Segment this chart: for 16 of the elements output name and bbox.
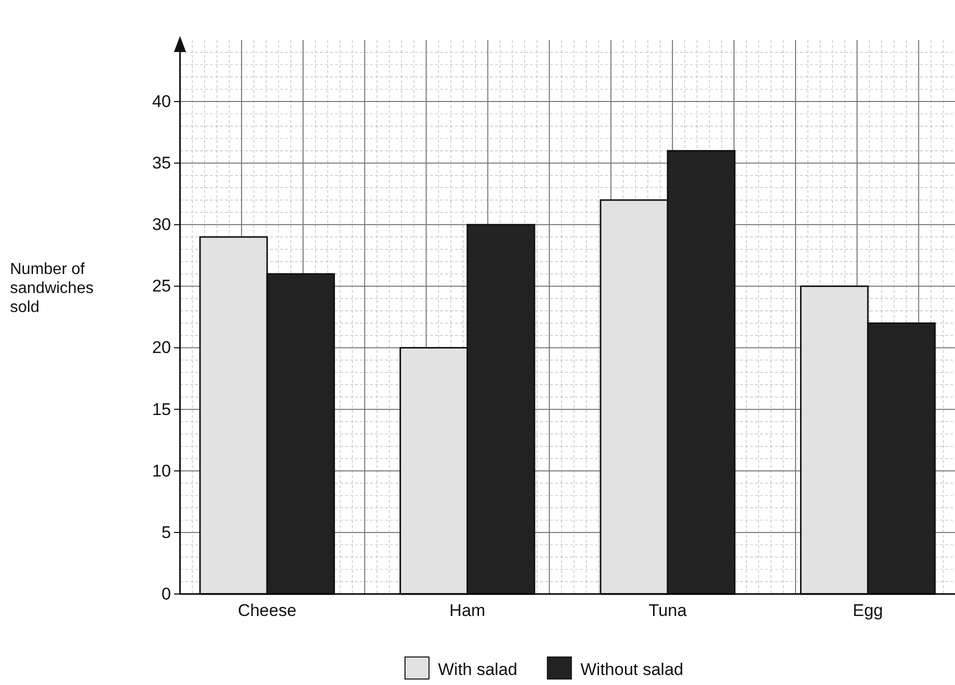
x-tick-label: Egg bbox=[852, 601, 884, 620]
legend-label: With salad bbox=[438, 660, 518, 679]
legend-label: Without salad bbox=[580, 660, 684, 679]
y-tick-label: 10 bbox=[152, 461, 171, 480]
y-tick-label: 20 bbox=[152, 338, 171, 358]
y-tick-label: 5 bbox=[162, 522, 171, 542]
y-tick-label: 25 bbox=[152, 276, 171, 296]
x-tick-label: Cheese bbox=[238, 601, 296, 620]
y-tick-label: 0 bbox=[162, 584, 171, 604]
x-tick-label: Tuna bbox=[648, 601, 688, 620]
x-tick-label: Ham bbox=[449, 601, 486, 620]
y-tick-label: 30 bbox=[152, 215, 171, 234]
y-tick-label: 15 bbox=[152, 400, 171, 419]
y-tick-label: 35 bbox=[152, 154, 171, 173]
y-axis-title: Number of sandwiches sold bbox=[10, 261, 94, 316]
y-tick-label: 40 bbox=[152, 92, 171, 111]
